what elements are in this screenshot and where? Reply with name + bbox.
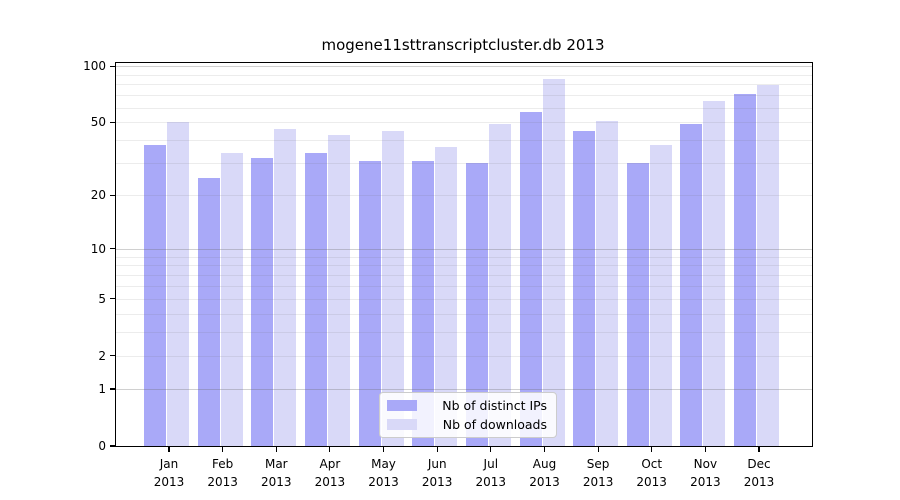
- downloads-swatch: [387, 419, 417, 430]
- gridline-minor: [116, 74, 812, 76]
- x-tick-label: Apr 2013: [314, 457, 346, 489]
- x-axis-tick: [168, 446, 170, 452]
- x-tick-label: Jul 2013: [475, 457, 507, 489]
- x-tick-label: Nov 2013: [690, 457, 721, 489]
- y-tick-label: 10: [90, 241, 106, 256]
- x-tick-label: May 2013: [368, 457, 399, 489]
- bar-downloads: [327, 134, 350, 446]
- bar-downloads: [274, 129, 297, 446]
- x-tick-label: Dec 2013: [743, 457, 775, 489]
- bar-downloads: [649, 144, 672, 446]
- y-tick-label: 100: [83, 59, 106, 74]
- bar-downloads: [703, 101, 726, 446]
- x-axis-tick: [490, 446, 492, 452]
- gridline-minor: [116, 84, 812, 86]
- x-tick-label: Feb 2013: [207, 457, 238, 489]
- x-axis-tick: [382, 446, 385, 452]
- bar-downloads: [596, 120, 619, 446]
- bar-distinct-ips: [304, 153, 327, 446]
- y-tick-label: 5: [98, 291, 106, 306]
- x-axis-tick: [543, 446, 546, 452]
- legend-item-downloads: Nb of downloads: [380, 417, 556, 432]
- bar-distinct-ips: [358, 160, 381, 446]
- bar-downloads: [167, 122, 189, 446]
- x-axis-tick: [275, 446, 277, 452]
- bar-downloads: [220, 153, 243, 446]
- x-tick-label: Jan 2013: [153, 457, 185, 489]
- distinct-ips-swatch: [387, 400, 417, 411]
- bar-distinct-ips: [680, 124, 703, 446]
- bar-distinct-ips: [734, 94, 756, 446]
- bar-downloads: [381, 130, 404, 446]
- y-axis-tick: [110, 194, 116, 196]
- gridline-minor: [116, 95, 812, 97]
- legend-item-distinct-ips: Nb of distinct IPs: [380, 398, 556, 413]
- y-axis-tick: [110, 297, 116, 300]
- legend-label-distinct-ips: Nb of distinct IPs: [442, 398, 547, 413]
- bar-downloads: [757, 85, 779, 446]
- gridline-major: [116, 66, 812, 68]
- y-tick-label: 20: [90, 188, 106, 203]
- bar-distinct-ips: [251, 158, 274, 446]
- y-axis-tick: [110, 248, 116, 250]
- bar-distinct-ips: [412, 160, 435, 446]
- x-axis-tick: [436, 446, 438, 452]
- legend-label-downloads: Nb of downloads: [442, 417, 547, 432]
- x-tick-label: Jun 2013: [421, 457, 453, 489]
- y-axis-tick: [110, 355, 116, 357]
- bar-distinct-ips: [197, 177, 220, 446]
- x-axis-tick: [758, 446, 760, 452]
- y-tick-label: 2: [98, 348, 106, 363]
- x-axis-tick: [222, 446, 224, 452]
- chart-title: mogene11sttranscriptcluster.db 2013: [321, 36, 605, 54]
- y-tick-label: 50: [90, 115, 106, 130]
- bar-downloads: [542, 78, 565, 446]
- legend: Nb of distinct IPs Nb of downloads: [379, 392, 557, 438]
- x-axis-tick: [329, 446, 331, 452]
- bar-distinct-ips: [626, 163, 649, 446]
- y-axis-tick: [110, 445, 116, 447]
- bar-downloads: [488, 124, 511, 446]
- x-axis-tick: [704, 446, 706, 452]
- x-tick-label: Oct 2013: [636, 457, 667, 489]
- x-axis-tick: [597, 446, 599, 452]
- y-tick-label: 1: [98, 382, 106, 396]
- bar-distinct-ips: [573, 130, 596, 446]
- bar-distinct-ips: [144, 144, 166, 446]
- x-tick-label: Aug 2013: [529, 457, 560, 489]
- bar-distinct-ips: [519, 111, 542, 446]
- y-axis-tick: [110, 388, 116, 390]
- x-axis-tick: [651, 446, 653, 452]
- y-axis-tick: [110, 121, 116, 123]
- bar-distinct-ips: [465, 163, 488, 446]
- x-tick-label: Mar 2013: [261, 457, 292, 489]
- y-tick-label: 0: [98, 439, 106, 453]
- bar-downloads: [435, 146, 458, 446]
- x-tick-label: Sep 2013: [582, 457, 614, 489]
- plot-area: Nb of distinct IPs Nb of downloads 0 1 2 5 1…: [83, 60, 813, 489]
- y-axis-tick: [110, 65, 116, 67]
